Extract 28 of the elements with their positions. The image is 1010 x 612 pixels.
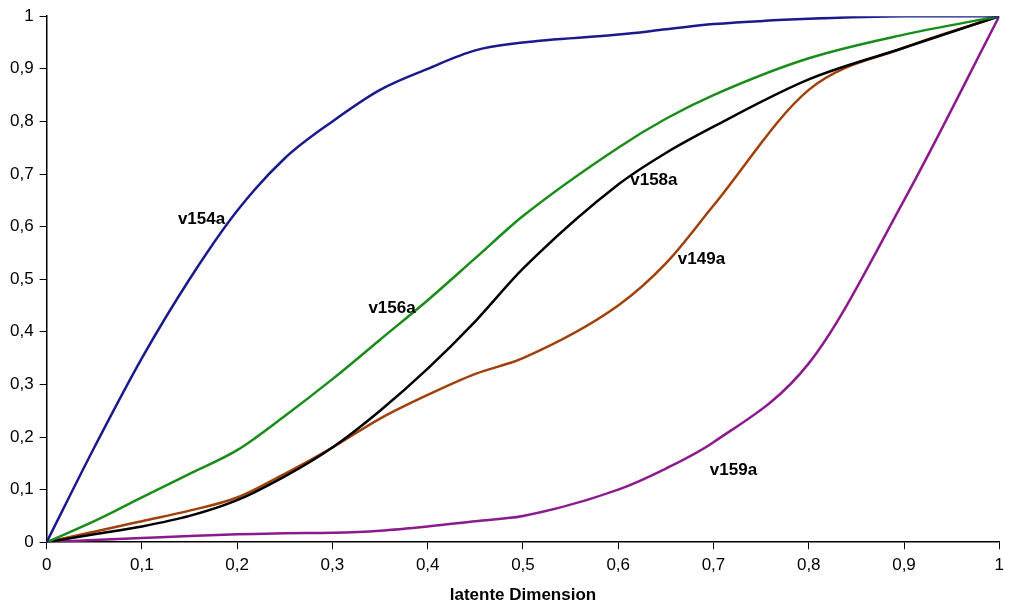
y-tick-label: 0,8 <box>9 111 34 131</box>
y-tick-label: 0,3 <box>9 374 34 394</box>
x-tick-label: 1 <box>994 555 1005 575</box>
x-tick-label: 0 <box>41 555 52 575</box>
x-axis-title: latente Dimension <box>449 585 597 605</box>
y-tick-label: 0 <box>24 531 34 551</box>
annotation: v159a <box>709 460 758 480</box>
x-tick-label: 0,5 <box>511 555 535 575</box>
y-tick-label: 0,5 <box>9 268 34 288</box>
y-tick-label: 0,7 <box>9 163 34 183</box>
annotation: v154a <box>177 208 226 228</box>
y-tick-label: 1 <box>24 5 34 25</box>
x-tick-label: 0,8 <box>796 555 821 575</box>
x-tick-label: 0,1 <box>130 555 154 575</box>
y-tick-label: 0,9 <box>9 58 34 78</box>
y-tick-label: 0,4 <box>9 321 34 341</box>
y-tick-label: 0,2 <box>9 426 34 446</box>
x-tick-label: 0,2 <box>225 555 249 575</box>
x-tick-label: 0,9 <box>892 555 916 575</box>
x-tick-label: 0,3 <box>320 555 345 575</box>
x-tick-label: 0,4 <box>415 555 440 575</box>
x-tick-label: 0,6 <box>606 555 631 575</box>
x-tick-label: 0,7 <box>701 555 726 575</box>
annotation: v156a <box>368 297 417 317</box>
annotation: v149a <box>677 249 726 269</box>
annotation: v158a <box>630 170 679 190</box>
y-tick-label: 0,1 <box>9 479 34 499</box>
y-tick-label: 0,6 <box>9 216 34 236</box>
